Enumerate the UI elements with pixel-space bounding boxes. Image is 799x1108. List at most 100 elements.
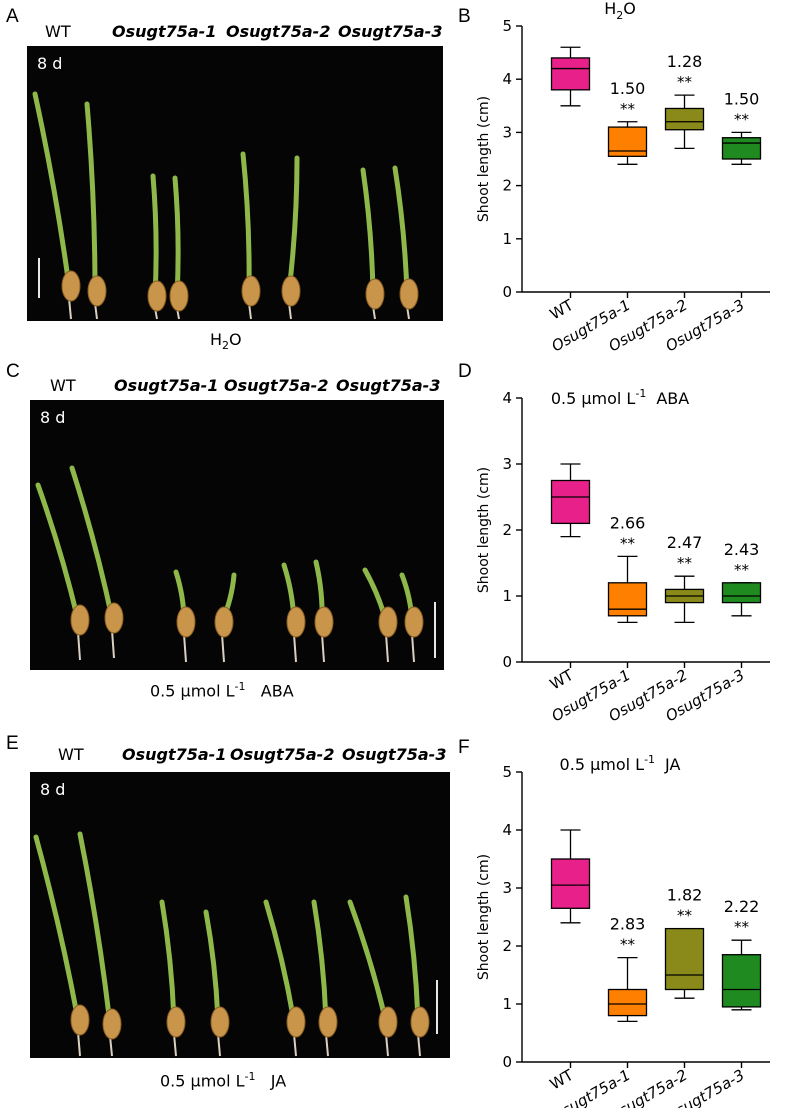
seedling-shoot xyxy=(172,175,181,299)
box-wt xyxy=(550,858,591,909)
seed-grain xyxy=(210,1006,230,1038)
genotype-label-wt: WT xyxy=(50,376,76,395)
fold-change-label: 2.43 xyxy=(724,540,760,559)
panel-letter-a: A xyxy=(6,6,19,27)
chart-title-main: 0.5 μmol L xyxy=(551,389,636,408)
y-tick-label: 3 xyxy=(502,879,512,897)
seedling-shoot xyxy=(360,167,376,297)
seedling-shoot xyxy=(159,899,177,1025)
seedling-root xyxy=(217,1033,221,1057)
seedling-photo-aba: 8 d xyxy=(30,400,444,670)
significance-label: ** xyxy=(734,918,750,936)
box-osugt75a-3 xyxy=(721,137,762,160)
seedling-shoot xyxy=(347,899,389,1025)
y-tick-label: 2 xyxy=(502,521,512,539)
box-osugt75a-2 xyxy=(664,107,705,131)
chart-title-superscript: -1 xyxy=(635,387,646,400)
seedling-shoot xyxy=(84,101,98,294)
chart-title-subscript: 2 xyxy=(616,9,623,22)
seed-grain xyxy=(166,1006,186,1038)
seedling-shoot xyxy=(150,173,159,299)
seed-grain xyxy=(281,275,301,307)
caption-superscript: -1 xyxy=(244,1070,256,1083)
y-tick-label: 4 xyxy=(502,821,512,839)
box-osugt75a-1 xyxy=(607,988,648,1017)
y-tick-label: 4 xyxy=(502,389,512,407)
seed-grain xyxy=(318,1006,338,1038)
genotype-label-osugt75a-1: Osugt75a-1 xyxy=(114,376,219,395)
caption-subscript: 2 xyxy=(222,339,230,353)
caption-text: 0.5 μmol L xyxy=(150,681,235,701)
seedling-root xyxy=(173,1033,177,1057)
y-tick-label: 1 xyxy=(502,587,512,605)
seed-grain xyxy=(176,606,196,638)
chart-title-tail: ABA xyxy=(656,389,689,408)
significance-label: ** xyxy=(620,100,636,118)
fold-change-label: 1.50 xyxy=(724,89,760,108)
panel-letter-e: E xyxy=(6,733,19,754)
seedling-shoot xyxy=(263,899,297,1025)
seedlings-illustration xyxy=(32,91,419,320)
seedling-root xyxy=(221,633,225,663)
seedling-shoot xyxy=(203,909,221,1025)
seedling-shoot xyxy=(403,894,421,1025)
seedling-photo-ja: 8 d xyxy=(30,772,450,1058)
seed-grain xyxy=(87,275,107,307)
seedling-root xyxy=(293,1033,297,1057)
genotype-label-osugt75a-2: Osugt75a-2 xyxy=(230,745,335,764)
y-axis-label: Shoot length (cm) xyxy=(476,467,492,593)
genotype-label-osugt75a-1: Osugt75a-1 xyxy=(112,22,217,41)
day-label: 8 d xyxy=(37,54,63,73)
day-label: 8 d xyxy=(40,408,66,427)
scale-bar xyxy=(436,980,438,1034)
scale-bar xyxy=(38,258,40,298)
y-tick-label: 4 xyxy=(502,70,512,88)
seedling-root xyxy=(77,1031,81,1057)
box-wt xyxy=(550,57,591,91)
genotype-label-osugt75a-3: Osugt75a-3 xyxy=(336,376,441,395)
seed-grain xyxy=(286,606,306,638)
x-tick-label: WT xyxy=(547,295,578,323)
significance-label: ** xyxy=(734,110,750,128)
seed-grain xyxy=(147,280,167,312)
seedling-root xyxy=(68,297,72,320)
y-tick-label: 3 xyxy=(502,123,512,141)
significance-label: ** xyxy=(677,907,693,925)
seed-grain xyxy=(410,1006,430,1038)
day-label: 8 d xyxy=(40,780,66,799)
box-osugt75a-2 xyxy=(664,927,705,991)
fold-change-label: 2.47 xyxy=(667,533,703,552)
chart-title-main: H xyxy=(604,0,616,18)
seed-grain xyxy=(70,1004,90,1036)
fold-change-label: 2.83 xyxy=(610,915,646,934)
genotype-label-wt: WT xyxy=(45,22,71,41)
caption-tail: O xyxy=(229,330,242,349)
seedling-root xyxy=(77,631,81,661)
seedling-root xyxy=(325,1033,329,1057)
box-wt xyxy=(550,479,591,525)
caption-superscript: -1 xyxy=(234,680,246,693)
chart-title: H2O xyxy=(604,0,636,22)
chart-title-superscript: -1 xyxy=(644,753,655,766)
y-tick-label: 2 xyxy=(502,937,512,955)
x-tick-label: WT xyxy=(547,1065,578,1093)
panel-letter-b: B xyxy=(458,6,471,27)
seedling-root xyxy=(411,633,415,663)
seedling-shoot xyxy=(286,155,300,294)
panel-letter-c: C xyxy=(6,361,20,382)
box-osugt75a-1 xyxy=(607,582,648,617)
seed-grain xyxy=(104,602,124,634)
seedling-root xyxy=(385,1033,389,1057)
seedling-shoot xyxy=(69,465,115,621)
seedling-shoot xyxy=(32,91,72,289)
y-tick-label: 3 xyxy=(502,455,512,473)
significance-label: ** xyxy=(677,554,693,572)
caption-text: H xyxy=(210,330,223,349)
seedling-shoot xyxy=(35,482,81,623)
seed-grain xyxy=(378,606,398,638)
y-tick-label: 0 xyxy=(502,283,512,301)
fold-change-label: 1.82 xyxy=(667,886,703,905)
caption-tail: JA xyxy=(270,1071,287,1091)
seed-grain xyxy=(214,606,234,638)
